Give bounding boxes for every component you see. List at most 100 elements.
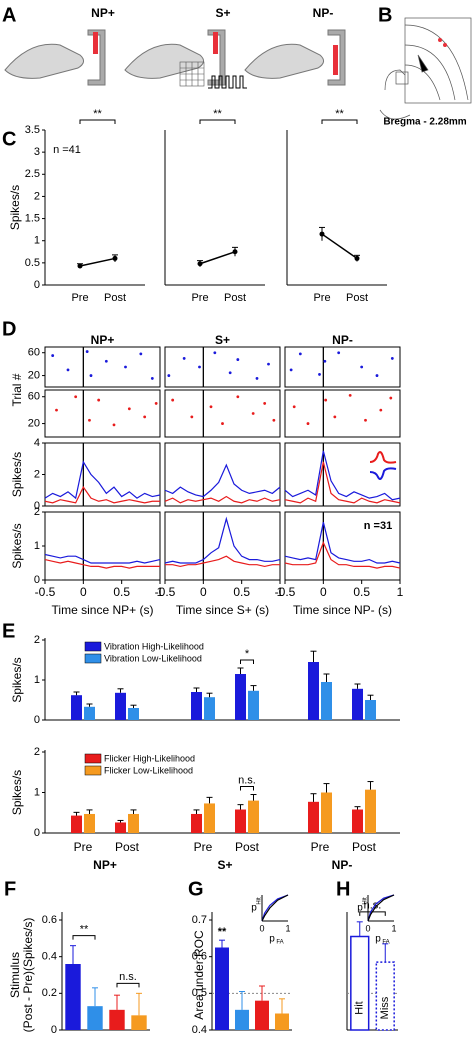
bar	[191, 813, 202, 833]
spike	[337, 351, 341, 355]
y-tick-label: 20	[28, 417, 40, 429]
x-axis-label: Time since NP+ (s)	[52, 603, 154, 617]
group-label: S+	[217, 858, 232, 872]
y-tick-label: 3.5	[25, 124, 40, 136]
y-axis-label: Spikes/s	[10, 657, 24, 702]
column-title: NP-	[332, 333, 353, 347]
spike	[85, 350, 89, 353]
bar	[308, 662, 319, 720]
spike	[333, 415, 337, 419]
spike	[298, 352, 302, 356]
bar	[109, 1009, 125, 1030]
spike	[154, 402, 158, 405]
inset-y-sub: Hit	[257, 897, 263, 905]
x-tick-label: Pre	[313, 292, 330, 304]
bar	[248, 690, 259, 720]
inset-y-sub: Hit	[363, 897, 369, 905]
bar	[255, 1000, 269, 1030]
y-tick-label: 0.2	[42, 987, 57, 999]
x-tick-label: Pre	[74, 840, 93, 854]
spike	[66, 368, 70, 372]
y-tick-label: 0	[34, 574, 40, 586]
spike	[150, 377, 154, 380]
mean-line	[321, 233, 358, 260]
spike	[306, 422, 310, 425]
spike	[127, 407, 131, 411]
x-tick-label: 0	[200, 585, 207, 599]
y-axis-label: Area under ROC	[192, 930, 206, 1020]
x-tick-label: 1	[277, 585, 284, 599]
bar-label: Hit	[354, 1001, 366, 1014]
roc-curve	[367, 894, 395, 922]
spike	[255, 377, 259, 380]
inset-y-label: p	[357, 903, 363, 914]
y-axis-label: Spikes/s	[8, 185, 22, 230]
y-tick-label: 1	[34, 235, 40, 247]
spike	[272, 418, 276, 422]
bar	[248, 800, 259, 833]
roc-curve	[261, 894, 289, 922]
bar	[87, 1006, 103, 1030]
spike	[289, 368, 293, 372]
light	[93, 32, 98, 54]
legend-swatch	[84, 753, 102, 764]
x-tick-label: -0.5	[35, 585, 56, 599]
y-tick-label: 2	[34, 746, 40, 758]
spike	[318, 373, 321, 376]
n-label: n =31	[364, 520, 392, 532]
panel-letter: B	[378, 4, 392, 26]
significance-label: **	[213, 108, 222, 120]
spike	[209, 405, 213, 409]
mouse-schematics	[4, 29, 346, 86]
x-tick-label: Post	[235, 840, 260, 854]
bar	[115, 822, 126, 833]
bar	[235, 1009, 249, 1030]
y-tick-label: 3	[34, 146, 40, 158]
y-tick-label: 0.4	[192, 1024, 207, 1036]
spike	[97, 398, 101, 402]
rate-line	[164, 463, 281, 498]
y-axis-label: Spikes/s	[10, 452, 24, 497]
y-axis-label: (Post - Pre)(Spikes/s)	[21, 918, 35, 1033]
x-tick-label: 0.5	[353, 585, 370, 599]
mean-point	[77, 263, 83, 269]
x-tick-label: 0	[80, 585, 87, 599]
spike	[324, 398, 328, 402]
bar	[235, 809, 246, 833]
bar	[204, 803, 215, 833]
spike	[375, 374, 379, 377]
waveform	[369, 467, 397, 480]
condition-label: NP-	[313, 6, 334, 20]
x-axis-label: Time since S+ (s)	[176, 603, 269, 617]
plot-frame	[44, 389, 161, 438]
bar	[352, 688, 363, 720]
light	[333, 45, 338, 75]
rate-line	[284, 461, 401, 504]
plot-frame	[164, 442, 281, 507]
legend-swatch	[84, 641, 102, 652]
y-tick-label: 0	[34, 714, 40, 726]
bar	[204, 697, 215, 720]
spike	[190, 415, 194, 419]
nose-poke	[207, 29, 226, 86]
y-tick-label: 0.5	[192, 987, 207, 999]
column-title: S+	[215, 333, 230, 347]
inset-x-sub: FA	[276, 940, 283, 946]
mean-point	[354, 255, 360, 261]
x-tick-label: 1	[397, 585, 404, 599]
bar	[131, 1015, 147, 1030]
plot-frame	[284, 511, 401, 581]
bar	[71, 815, 82, 833]
mean-point	[319, 231, 325, 237]
plot-frame	[164, 389, 281, 438]
bar	[84, 813, 95, 833]
plot-frame	[164, 346, 281, 388]
bar-label: Miss	[379, 996, 391, 1019]
y-tick-label: 0	[51, 1024, 57, 1036]
legend-swatch	[84, 765, 102, 776]
plot-frame	[284, 389, 401, 438]
y-tick-label: 1	[34, 786, 40, 798]
bar	[352, 809, 363, 833]
x-tick-label: Post	[224, 292, 246, 304]
y-tick-label: 0	[34, 279, 40, 291]
